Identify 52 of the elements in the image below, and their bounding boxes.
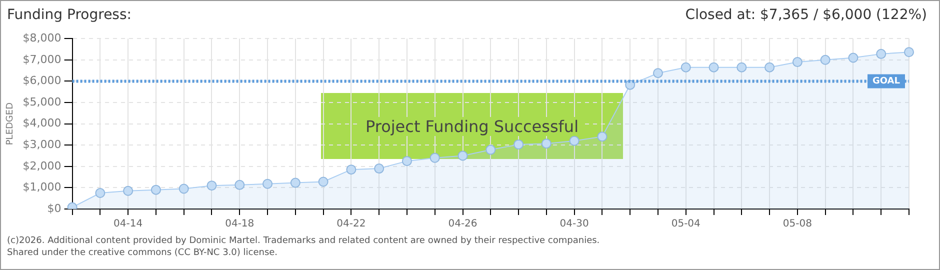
y-tick-label: $2,000	[22, 159, 62, 172]
point	[178, 184, 189, 194]
point	[206, 180, 217, 191]
y-tick-label: $0	[47, 202, 62, 215]
point	[764, 62, 775, 72]
point	[318, 176, 328, 187]
annotation: Project Funding Successful	[361, 116, 583, 136]
chart-title: Funding Progress:	[7, 7, 132, 25]
point	[458, 150, 468, 161]
point	[402, 156, 412, 166]
point	[792, 57, 802, 68]
x-tick-label: 05-08	[782, 218, 812, 230]
point	[680, 62, 691, 72]
point	[374, 164, 384, 174]
point	[95, 188, 106, 198]
point	[848, 52, 858, 63]
text: Shared under the creative commons (CC BY-NC 3.0) license.	[7, 247, 279, 259]
point	[123, 186, 134, 196]
point	[346, 164, 356, 175]
point	[652, 68, 663, 78]
point	[904, 47, 914, 58]
point	[430, 152, 440, 163]
point	[486, 144, 496, 155]
point	[234, 180, 245, 190]
x-tick-label: 04-14	[114, 218, 143, 230]
point	[569, 136, 580, 146]
point	[820, 54, 830, 65]
x-tick-label: 04-18	[225, 218, 254, 230]
point	[736, 62, 747, 72]
point	[541, 138, 552, 149]
x-tick-label: 04-22	[336, 218, 366, 230]
ref-line-label: GOAL	[872, 76, 900, 87]
text: (c)2026. Additional content provided by Dominic Martel. Trademarks and related content are owned by their respective companies.	[7, 235, 601, 247]
y-tick-label: $4,000	[22, 116, 62, 130]
y-axis-title: PLEDGED	[6, 102, 16, 146]
point	[514, 139, 524, 150]
y-tick-label: $1,000	[22, 180, 62, 194]
y-tick-label: $8,000	[22, 31, 62, 44]
y-tick-label: $5,000	[22, 95, 62, 108]
chart-subtitle: Closed at: $7,365 / $6,000 (122%)	[685, 7, 927, 25]
point	[597, 132, 608, 142]
point	[150, 184, 161, 195]
x-tick-label: 04-30	[560, 218, 589, 230]
point	[262, 178, 273, 189]
x-tick-label: 05-04	[671, 218, 700, 230]
y-tick-label: $7,000	[22, 52, 62, 66]
y-tick-label: $3,000	[22, 138, 62, 151]
x-tick-label: 04-26	[448, 218, 478, 230]
y-tick-label: $6,000	[22, 74, 62, 88]
point	[290, 178, 300, 188]
point	[708, 62, 719, 72]
point	[876, 48, 886, 59]
